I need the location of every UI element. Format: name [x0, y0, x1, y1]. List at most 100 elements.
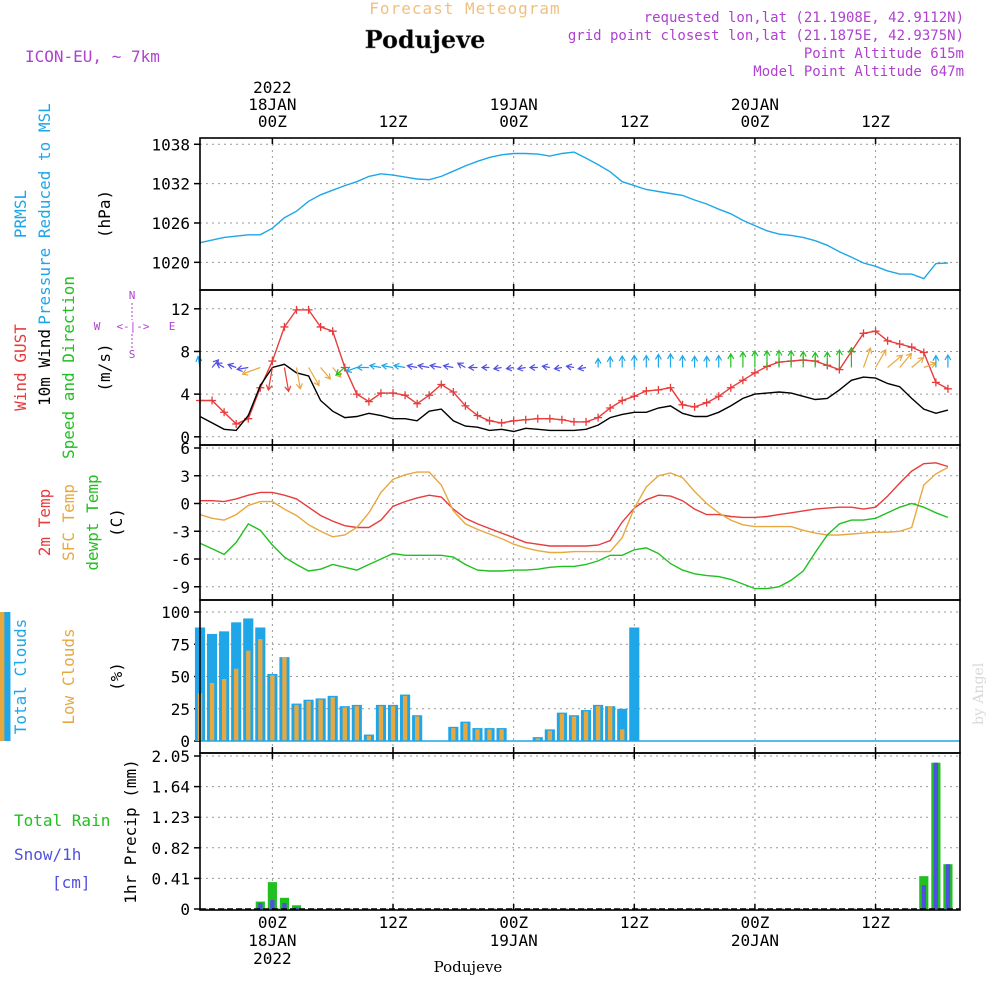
- y-tick-label: 0: [180, 732, 190, 751]
- wind-arrow: [516, 364, 526, 372]
- wind-arrow: [541, 363, 550, 371]
- wind-arrow: [565, 363, 575, 371]
- low-cloud-bar: [487, 729, 492, 741]
- low-cloud-bar: [354, 706, 359, 741]
- wind-arrow: [528, 363, 538, 372]
- compass-n: N: [129, 289, 136, 302]
- low-cloud-bar: [547, 730, 553, 741]
- wind-arrow: [456, 362, 466, 369]
- bottom-time-label: 18JAN: [248, 931, 296, 950]
- gust-marker: [750, 368, 759, 377]
- temperature-panel: -9 -6 -3 0 3 6 2m Temp SFC Temp dewpt Temp (C): [35, 439, 961, 601]
- wind-arrow: [703, 355, 711, 368]
- wind-arrow: [715, 354, 723, 368]
- wind-arrow: [227, 362, 237, 370]
- gust-marker: [883, 336, 892, 345]
- wind-arrow: [654, 353, 662, 368]
- gust-marker: [654, 385, 663, 394]
- pressure-panel: 1020 1026 1032 1038 PRMSL Pressure Reduced to…: [11, 103, 961, 325]
- gust-marker: [352, 390, 361, 399]
- precip-side-label: [cm]: [52, 873, 91, 892]
- gust-marker: [208, 396, 217, 405]
- y-tick-label: 12: [171, 300, 190, 319]
- wind-arrow: [417, 362, 430, 370]
- top-time-label: 00Z: [499, 112, 528, 131]
- panel-label: PRMSL: [11, 190, 30, 238]
- gust-marker: [328, 327, 337, 336]
- wind-arrow: [862, 346, 873, 368]
- y-tick-label: 0: [180, 900, 190, 919]
- wind-arrow: [295, 367, 303, 390]
- low-cloud-bar: [475, 729, 480, 741]
- wind-arrow: [442, 363, 454, 371]
- wind-arrow: [553, 364, 563, 372]
- low-cloud-bar: [221, 679, 227, 741]
- gust-marker: [714, 392, 723, 401]
- gust-marker: [364, 397, 373, 406]
- gust-marker: [401, 391, 410, 400]
- low-cloud-bar: [306, 701, 311, 741]
- wind-arrow: [392, 362, 406, 370]
- prmsl-line: [199, 151, 948, 280]
- gust-marker: [521, 415, 530, 424]
- wind-arrow: [799, 350, 807, 368]
- gust-marker: [473, 411, 482, 420]
- y-tick-label: 50: [171, 668, 190, 687]
- y-tick-label: 1.23: [151, 808, 190, 827]
- wind-panel: 0 4 8 12 Wind GUST 10m Wind Speed and Directio…: [11, 276, 961, 459]
- wind-arrow: [195, 355, 203, 368]
- gust-marker: [678, 400, 687, 409]
- wind-arrow: [899, 352, 913, 368]
- y-tick-label: 3: [180, 467, 190, 486]
- gust-marker: [606, 404, 615, 412]
- dewpt-temp-line: [199, 502, 949, 590]
- panel-label: (m/s): [95, 343, 114, 391]
- y-tick-label: -9: [171, 578, 190, 597]
- snow-bar: [270, 900, 275, 909]
- wind-arrow: [356, 363, 369, 372]
- gust-marker: [425, 391, 434, 400]
- gust-marker: [280, 322, 289, 331]
- low-cloud-bar: [595, 706, 601, 741]
- wind-arrow: [618, 354, 626, 368]
- wind-arrow: [368, 362, 382, 370]
- gust-marker: [220, 408, 229, 417]
- gust-marker: [413, 399, 422, 408]
- low-cloud-bar: [0, 612, 5, 741]
- wind-arrow: [492, 364, 502, 372]
- panel-label: 10m Wind: [35, 329, 54, 406]
- requested-coords: requested lon,lat (21.1908E, 42.9112N): [644, 10, 964, 26]
- rain-bar: [291, 905, 302, 909]
- panel-label: (%): [107, 662, 126, 691]
- wind-arrow: [215, 362, 225, 369]
- y-tick-label: 1.64: [151, 778, 190, 797]
- gust-marker: [931, 378, 940, 387]
- wind-arrow: [751, 349, 759, 368]
- gust-marker: [449, 388, 458, 396]
- top-time-label: 00Z: [258, 112, 287, 131]
- gust-marker: [268, 357, 277, 366]
- low-cloud-bar: [342, 707, 347, 741]
- low-cloud-bar: [559, 713, 565, 741]
- wind-arrow: [283, 367, 292, 393]
- low-cloud-bar: [258, 639, 263, 741]
- panel-label: Wind GUST: [11, 324, 30, 411]
- wind-arrow: [320, 367, 332, 380]
- y-tick-label: 1032: [151, 175, 190, 194]
- low-cloud-bar: [282, 657, 287, 741]
- low-cloud-bar: [607, 706, 613, 741]
- low-cloud-bar: [463, 722, 468, 741]
- gust-marker: [702, 398, 711, 407]
- gust-marker: [618, 396, 627, 405]
- panel-label: Total Clouds: [11, 619, 30, 735]
- gust-marker: [316, 322, 325, 331]
- gust-marker: [907, 343, 916, 352]
- wind-arrow: [887, 354, 904, 368]
- bottom-time-label: 12Z: [379, 913, 408, 932]
- gust-marker: [497, 418, 506, 427]
- bottom-time-label: 12Z: [861, 913, 890, 932]
- wind-arrow: [763, 349, 771, 368]
- wind-arrow: [666, 352, 675, 368]
- top-time-label: 12Z: [620, 112, 649, 131]
